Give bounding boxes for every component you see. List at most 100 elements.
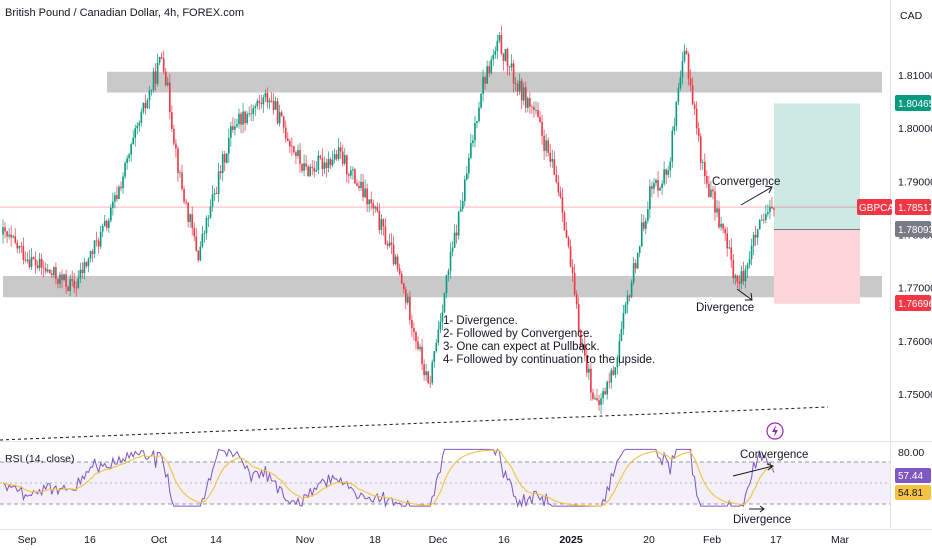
- candle-body: [500, 34, 503, 54]
- time-label: 16: [84, 534, 96, 546]
- candle-body: [382, 219, 385, 227]
- candle-body: [423, 364, 425, 376]
- candle-body: [345, 155, 348, 175]
- candle-body: [89, 251, 92, 259]
- candle-body: [185, 201, 187, 203]
- candle-body: [329, 159, 332, 166]
- candle-body: [146, 100, 149, 109]
- candle-body: [299, 150, 301, 164]
- candle-body: [203, 233, 206, 234]
- support-zone[interactable]: [3, 275, 882, 298]
- candle-body: [48, 269, 51, 274]
- candle-body: [162, 58, 165, 72]
- candle-body: [321, 157, 324, 170]
- candle-body: [624, 304, 627, 314]
- position-profit-area[interactable]: [774, 103, 860, 230]
- candle-body: [594, 398, 596, 400]
- candle-body: [205, 218, 208, 234]
- candle-body: [449, 251, 452, 271]
- candle-body: [85, 262, 88, 267]
- candle-body: [91, 251, 94, 254]
- time-label: Sep: [18, 534, 37, 546]
- candle-body: [402, 283, 405, 290]
- candle-body: [126, 158, 128, 163]
- candle-body: [337, 147, 340, 159]
- candle-body: [455, 232, 458, 236]
- candle-body: [107, 220, 110, 228]
- candle-body: [693, 104, 696, 109]
- candle-body: [36, 265, 39, 268]
- candle-body: [636, 252, 639, 269]
- candle-body: [217, 171, 220, 195]
- candle-body: [256, 100, 259, 107]
- candle-body: [590, 368, 592, 393]
- candle-body: [280, 112, 283, 117]
- price-convergence-label: Convergence: [712, 176, 780, 188]
- entry-price-tag: 1.78093: [895, 221, 932, 237]
- symbol-price-tag: GBPCAD 1.78517: [857, 199, 932, 215]
- rsi-line[interactable]: [2, 448, 775, 509]
- candle-body: [634, 263, 637, 269]
- trend-line[interactable]: [0, 406, 829, 441]
- time-label: 16: [498, 534, 510, 546]
- price-tick: 1.80000: [898, 123, 932, 135]
- candle-body: [132, 137, 135, 145]
- candle-body: [303, 163, 305, 171]
- candle-body: [128, 154, 130, 159]
- candle-body: [716, 208, 718, 213]
- candle-body: [362, 181, 364, 198]
- candle-body: [490, 59, 493, 74]
- candle-body: [581, 344, 584, 347]
- candle-body: [388, 242, 391, 246]
- resistance-zone[interactable]: [107, 71, 882, 93]
- time-axis[interactable]: Sep 16 Oct 14 Nov 18 Dec 16 2025 20 Feb …: [18, 534, 850, 546]
- candle-body: [42, 267, 45, 269]
- candle-body: [177, 148, 179, 174]
- candle-body: [378, 210, 381, 231]
- candle-body: [421, 346, 423, 365]
- candle-body: [638, 246, 641, 253]
- candle-body: [122, 176, 124, 189]
- candle-body: [773, 208, 775, 210]
- candle-body: [708, 183, 710, 197]
- candle-body: [307, 166, 309, 177]
- candle-body: [722, 223, 724, 229]
- position-loss-area[interactable]: [774, 229, 860, 304]
- price-axis[interactable]: [890, 0, 932, 441]
- candle-body: [197, 250, 200, 261]
- lightning-icon[interactable]: [766, 422, 784, 440]
- candle-body: [468, 157, 470, 174]
- candle-body: [260, 102, 263, 105]
- candle-body: [211, 194, 214, 207]
- price-pane[interactable]: [0, 0, 890, 440]
- candle-body: [569, 246, 572, 267]
- candle-body: [551, 159, 554, 162]
- candle-body: [529, 98, 531, 107]
- candle-body: [2, 227, 4, 235]
- candle-body: [606, 381, 608, 395]
- candle-body: [642, 222, 645, 229]
- candle-body: [575, 294, 578, 305]
- candle-body: [158, 56, 161, 63]
- candle-body: [506, 49, 509, 67]
- candle-body: [608, 381, 611, 383]
- rsi-ma-line[interactable]: [2, 449, 775, 507]
- note-line-2: 2- Followed by Convergence.: [443, 328, 593, 340]
- notes-block[interactable]: 1- Divergence. 2- Followed by Convergenc…: [443, 315, 655, 366]
- candle-body: [547, 140, 550, 153]
- candle-body: [411, 319, 413, 329]
- candle-body: [14, 236, 17, 243]
- candle-body: [510, 63, 513, 68]
- candle-body: [24, 259, 27, 261]
- symbol-label: GBPCAD: [859, 203, 901, 214]
- price-tick: 1.79000: [898, 176, 932, 188]
- candle-body: [230, 126, 232, 138]
- candle-body: [760, 219, 763, 221]
- candle-body: [649, 186, 651, 210]
- candle-body: [61, 274, 63, 281]
- candle-body: [645, 220, 647, 229]
- candle-body: [453, 232, 456, 248]
- candle-body: [262, 97, 265, 105]
- price-tick: 1.75000: [898, 389, 932, 401]
